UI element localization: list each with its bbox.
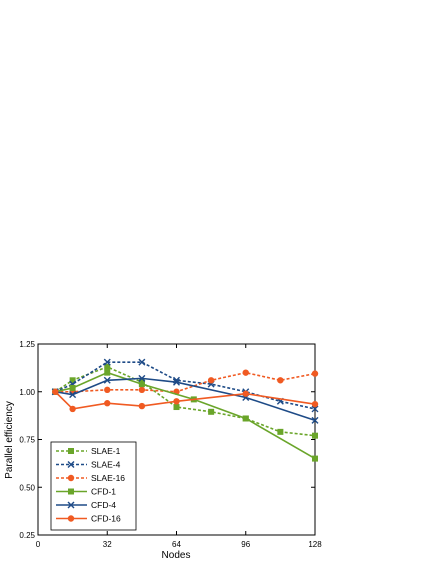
legend-box	[50, 441, 137, 531]
legend-swatch-marker	[67, 474, 75, 482]
data-point	[69, 377, 76, 384]
legend-swatch-marker	[67, 515, 75, 522]
data-point	[242, 369, 249, 376]
legend-item: SLAE-1	[56, 446, 121, 456]
data-point	[104, 400, 111, 407]
data-point	[242, 415, 249, 422]
legend-label: CFD-4	[91, 500, 116, 510]
legend-label: CFD-1	[91, 487, 116, 497]
legend-item: CFD-16	[56, 514, 121, 524]
data-point	[312, 432, 318, 439]
y-tick-label: 0.75	[19, 436, 35, 445]
series-cfd-16	[52, 388, 319, 413]
data-point	[103, 358, 111, 366]
legend-swatch-marker	[68, 488, 74, 495]
data-point	[242, 390, 249, 397]
data-point	[311, 405, 319, 413]
legend-swatch-marker	[67, 501, 75, 509]
y-tick-label: 1.25	[19, 340, 35, 349]
legend-label: SLAE-4	[91, 460, 121, 470]
x-tick-label: 64	[172, 540, 181, 549]
x-axis: 0 32 64 96 128	[36, 344, 322, 549]
data-point	[277, 377, 284, 384]
legend-item: CFD-1	[56, 487, 116, 497]
data-point	[173, 404, 180, 411]
legend-label: SLAE-16	[91, 473, 125, 483]
y-axis-label: Parallel efficiency	[4, 401, 15, 479]
data-point	[312, 455, 318, 462]
legend: SLAE-1 SLAE-4 SLAE-16 CFD-1 CFD-4 CFD-16	[50, 441, 137, 531]
legend-swatch-marker	[67, 461, 75, 468]
series-line	[54, 361, 316, 410]
legend-item: SLAE-4	[56, 460, 121, 470]
data-point	[138, 374, 146, 382]
data-point	[138, 358, 146, 366]
data-point	[69, 384, 76, 391]
data-point	[208, 408, 215, 415]
x-tick-label: 0	[36, 540, 41, 549]
legend-item: SLAE-16	[56, 473, 125, 483]
data-point	[138, 381, 145, 388]
data-point	[173, 378, 180, 386]
data-point	[277, 428, 284, 435]
data-point	[104, 363, 111, 370]
data-point	[138, 386, 146, 394]
legend-label: CFD-16	[91, 514, 121, 524]
legend-label: SLAE-1	[91, 446, 121, 456]
x-axis-label: Nodes	[162, 550, 191, 561]
data-point	[104, 386, 111, 394]
data-point	[69, 405, 76, 413]
data-point	[52, 388, 59, 395]
data-point	[207, 377, 215, 384]
data-point	[311, 400, 319, 408]
series-line	[55, 371, 316, 393]
series-layer	[51, 358, 319, 462]
y-tick-label: 0.25	[19, 531, 35, 540]
data-point	[173, 398, 180, 405]
data-point	[69, 391, 77, 399]
series-slae-4	[51, 358, 319, 413]
x-tick-label: 32	[103, 540, 112, 549]
data-point	[104, 369, 111, 376]
x-tick-label: 96	[241, 540, 250, 549]
series-line	[54, 366, 316, 437]
y-tick-label: 1.00	[19, 388, 35, 397]
data-point	[103, 376, 111, 384]
legend-item: CFD-4	[56, 500, 116, 510]
y-axis: 0.25 0.50 0.75 1.00 1.25	[19, 340, 315, 540]
legend-swatch-marker	[68, 448, 74, 454]
data-point	[311, 370, 319, 377]
y-tick-label: 0.50	[19, 483, 35, 492]
data-point	[138, 402, 146, 410]
x-tick-label: 128	[308, 540, 322, 549]
data-point	[311, 416, 319, 424]
